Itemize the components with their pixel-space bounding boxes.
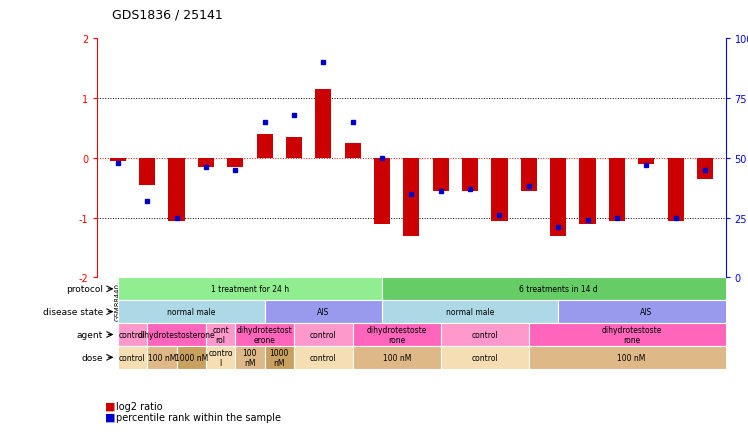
Text: 6 treatments in 14 d: 6 treatments in 14 d — [519, 285, 598, 294]
Bar — [177, 346, 206, 369]
Text: 100 nM: 100 nM — [617, 353, 646, 362]
Bar — [117, 300, 265, 323]
Text: contro
l: contro l — [208, 348, 233, 367]
Bar — [441, 323, 529, 346]
Text: log2 ratio: log2 ratio — [116, 401, 162, 411]
Bar — [110, 158, 126, 161]
Bar — [529, 323, 735, 346]
Bar — [345, 144, 361, 158]
Bar — [352, 323, 441, 346]
Text: control: control — [119, 353, 146, 362]
Bar — [462, 158, 478, 191]
Text: 1000 nM: 1000 nM — [174, 353, 208, 362]
Bar — [197, 158, 214, 168]
Text: 100 nM: 100 nM — [147, 353, 176, 362]
Text: 1 treatment for 24 h: 1 treatment for 24 h — [211, 285, 289, 294]
Bar — [609, 158, 625, 221]
Bar — [580, 158, 595, 224]
Text: AIS: AIS — [317, 307, 329, 316]
Bar — [697, 158, 713, 179]
Bar — [265, 346, 294, 369]
Bar — [382, 300, 558, 323]
Bar — [206, 346, 235, 369]
Text: dihydrotestoste
rone: dihydrotestoste rone — [367, 326, 427, 344]
Bar — [227, 158, 243, 168]
Bar — [491, 158, 508, 221]
Text: control: control — [310, 353, 337, 362]
Text: dihydrotestosterone: dihydrotestosterone — [138, 330, 215, 339]
Bar — [667, 158, 684, 221]
Text: ■: ■ — [105, 401, 115, 411]
Text: 100 nM: 100 nM — [382, 353, 411, 362]
Text: ■: ■ — [105, 412, 115, 421]
Text: disease state: disease state — [43, 307, 103, 316]
Text: dose: dose — [82, 353, 103, 362]
Bar — [294, 346, 352, 369]
Text: percentile rank within the sample: percentile rank within the sample — [116, 412, 281, 421]
Bar — [550, 158, 566, 236]
Bar — [168, 158, 185, 221]
Bar — [529, 346, 735, 369]
Bar — [294, 323, 352, 346]
Text: normal male: normal male — [167, 307, 215, 316]
Bar — [117, 346, 147, 369]
Bar — [558, 300, 735, 323]
Bar — [206, 323, 235, 346]
Text: GDS1836 / 25141: GDS1836 / 25141 — [112, 9, 223, 22]
Bar — [315, 90, 331, 158]
Text: AIS: AIS — [640, 307, 652, 316]
Text: control: control — [119, 330, 146, 339]
Bar — [352, 346, 441, 369]
Bar — [432, 158, 449, 191]
Bar — [382, 278, 735, 300]
Text: control: control — [471, 330, 498, 339]
Bar — [265, 300, 382, 323]
Bar — [235, 346, 265, 369]
Bar — [403, 158, 420, 236]
Bar — [521, 158, 537, 191]
Text: control: control — [310, 330, 337, 339]
Bar — [139, 158, 156, 185]
Text: cont
rol: cont rol — [212, 326, 229, 344]
Bar — [286, 138, 302, 158]
Text: protocol: protocol — [66, 285, 103, 294]
Bar — [441, 346, 529, 369]
Bar — [374, 158, 390, 224]
Bar — [147, 346, 177, 369]
Bar — [117, 278, 382, 300]
Bar — [117, 323, 147, 346]
Bar — [257, 135, 273, 158]
Bar — [638, 158, 654, 164]
Text: 1000
nM: 1000 nM — [269, 348, 289, 367]
Text: normal male: normal male — [446, 307, 494, 316]
Bar — [235, 323, 294, 346]
Bar — [147, 323, 206, 346]
Text: 100
nM: 100 nM — [242, 348, 257, 367]
Text: dihydrotestost
erone: dihydrotestost erone — [236, 326, 292, 344]
Text: dihydrotestoste
rone: dihydrotestoste rone — [601, 326, 662, 344]
Text: agent: agent — [77, 330, 103, 339]
Text: control: control — [471, 353, 498, 362]
